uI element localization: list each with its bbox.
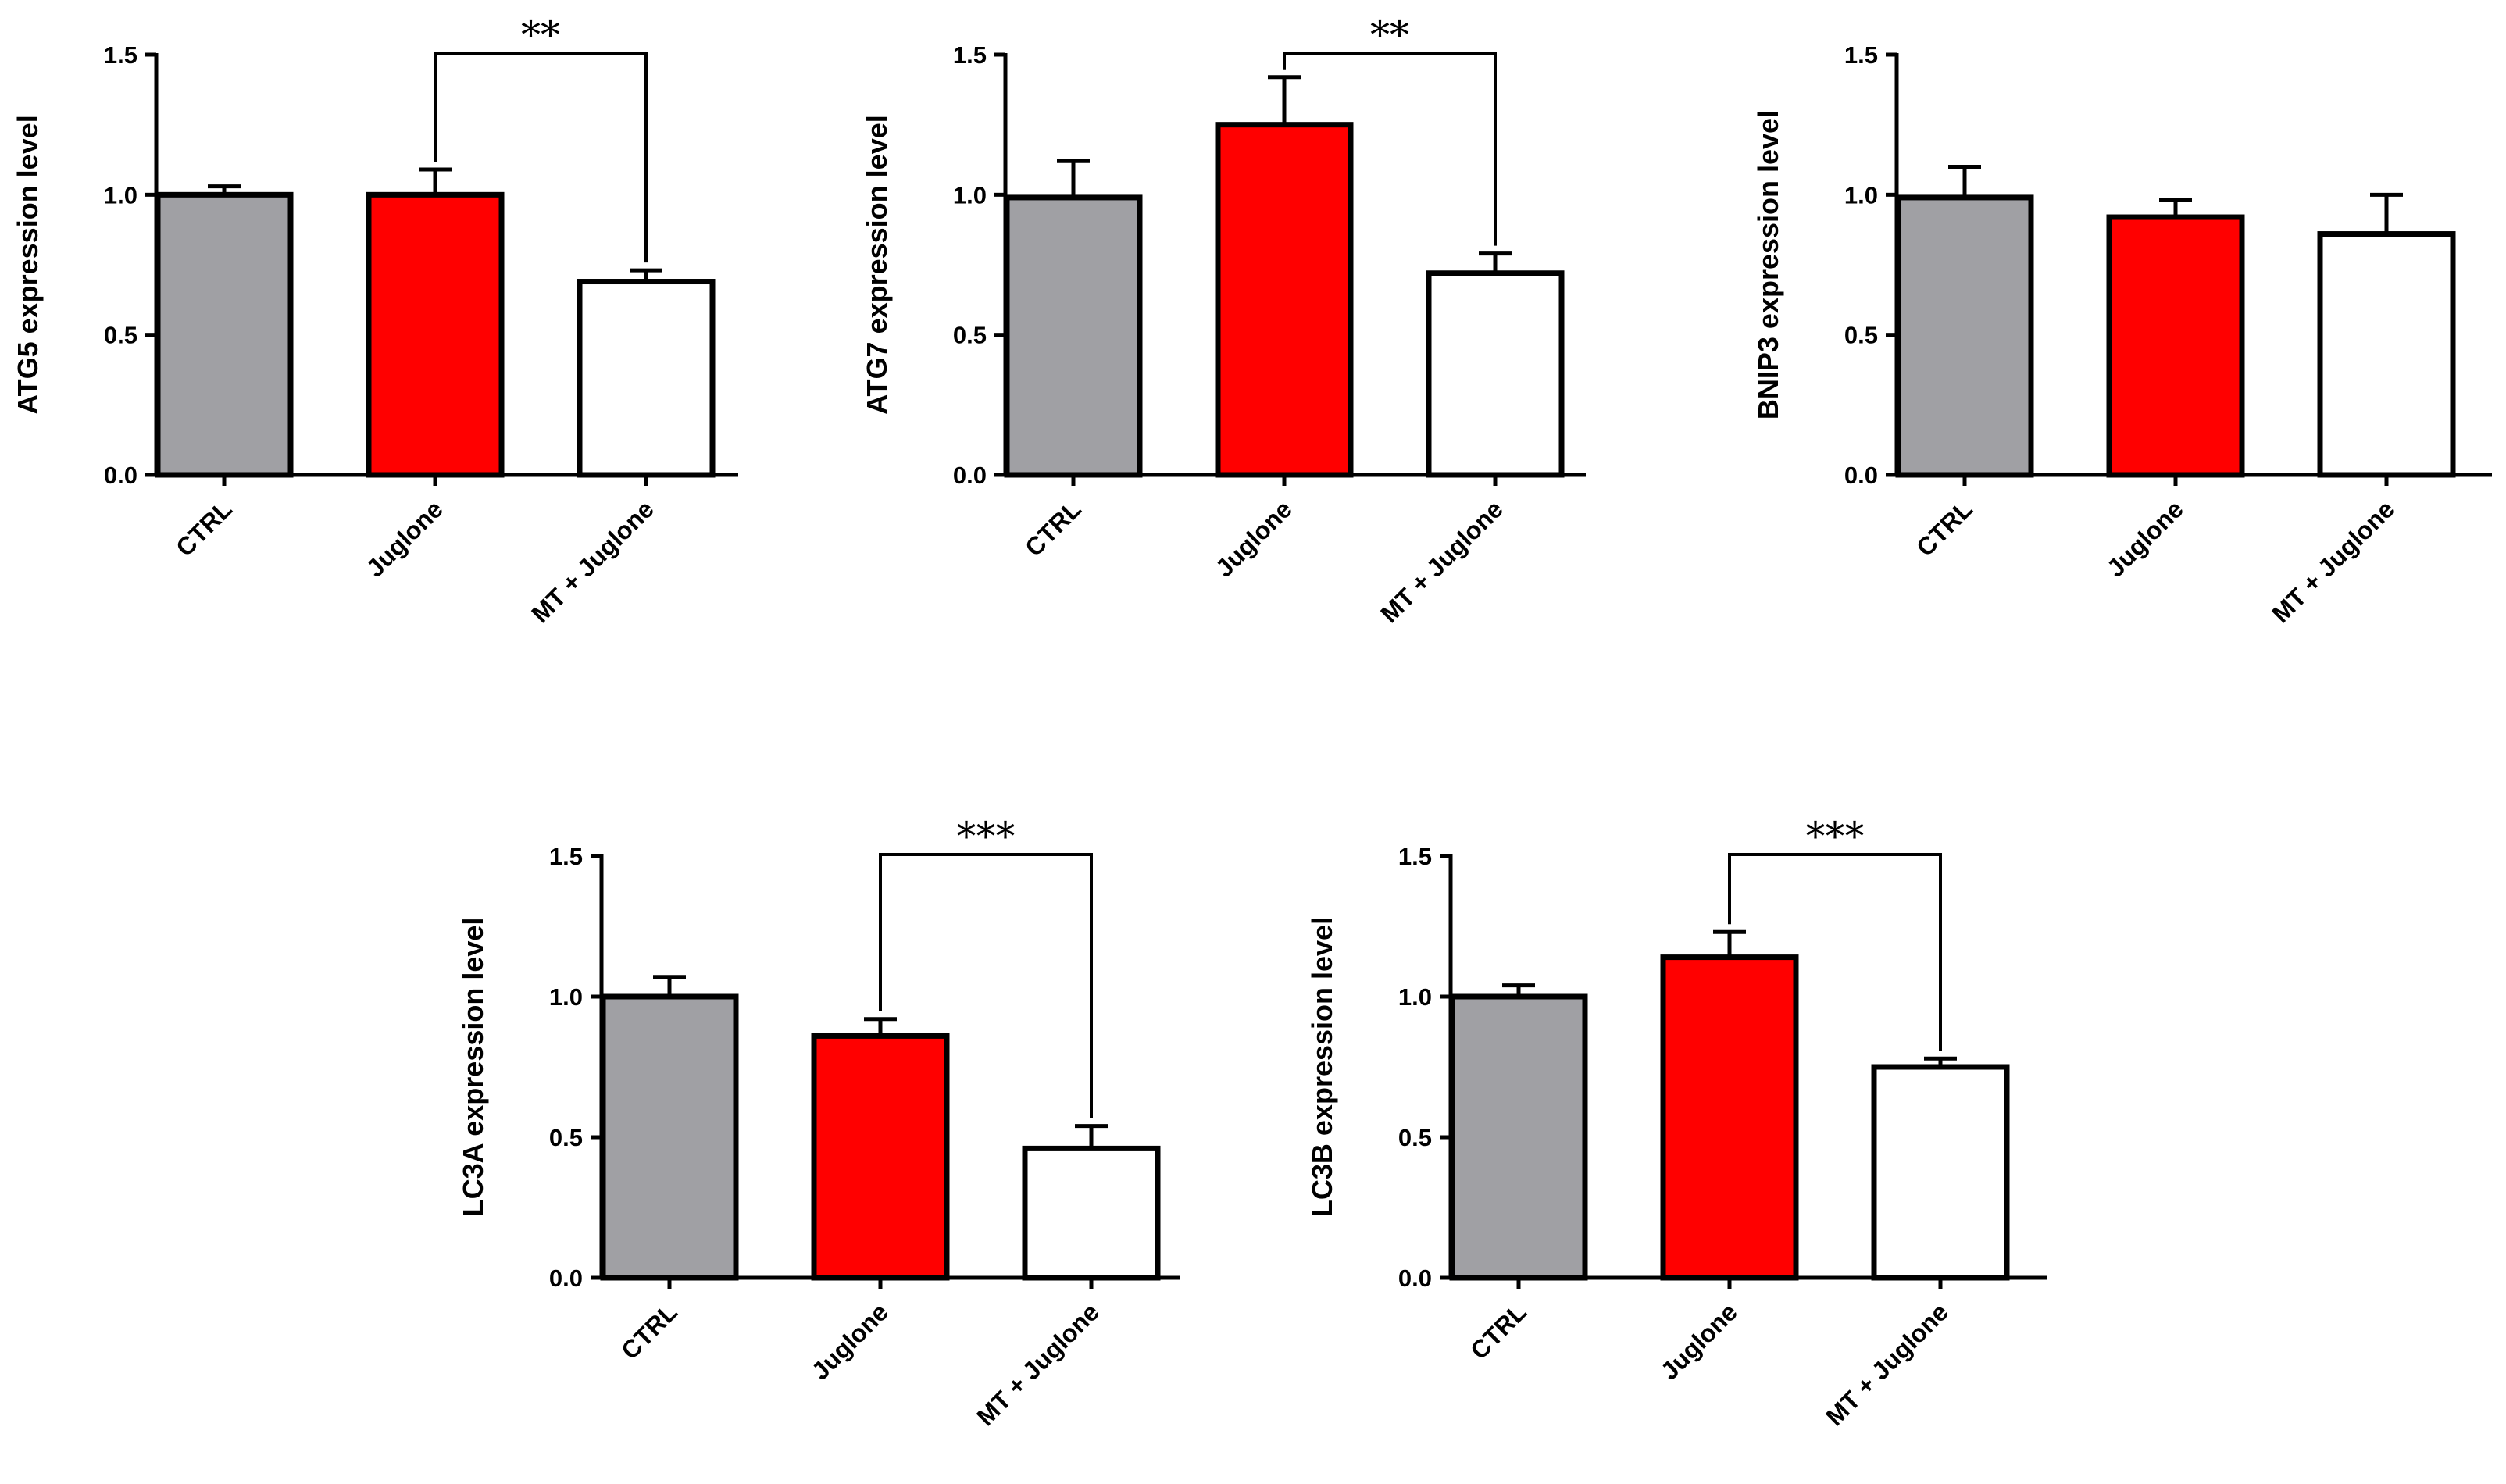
y-tick-label: 1.5 (953, 41, 987, 69)
bar-ctrl (155, 191, 294, 478)
y-tick-label: 1.5 (1398, 843, 1432, 870)
y-tick-label: 0.0 (549, 1265, 583, 1292)
chart-panel-lc3b: 0.0 0.5 1.0 1.5 LC3B expression level CTRL Jug… (1306, 814, 2047, 1431)
y-tick-label: 1.0 (104, 181, 137, 209)
category-label-juglone: Juglone (361, 494, 448, 582)
category-label-juglone: Juglone (1210, 494, 1298, 582)
y-tick-label: 1.0 (953, 181, 987, 209)
category-label-mt-juglone: MT + Juglone (1375, 494, 1508, 628)
category-label-mt-juglone: MT + Juglone (526, 494, 659, 628)
category-label-ctrl: CTRL (1019, 494, 1087, 562)
significance-bracket (434, 52, 648, 263)
y-tick-label: 1.0 (1398, 983, 1432, 1011)
y-tick-label: 0.0 (1844, 462, 1878, 489)
y-tick-label: 0.5 (549, 1124, 583, 1151)
chart-panel-lc3a: 0.0 0.5 1.0 1.5 LC3A expression level CTRL Jug… (457, 814, 1180, 1431)
y-tick-label: 1.5 (549, 843, 583, 870)
significance-label: ** (1370, 12, 1409, 58)
y-tick-label: 0.0 (104, 462, 137, 489)
y-tick-label: 1.5 (1844, 41, 1878, 69)
category-label-mt-juglone: MT + Juglone (1820, 1297, 1954, 1431)
significance-label: *** (957, 814, 1016, 859)
significance-bracket (1728, 853, 1942, 1051)
chart-panel-bnip3: 0.0 0.5 1.0 1.5 BNIP3 expression level CTRL Ju… (1752, 41, 2492, 628)
y-tick-label: 0.0 (1398, 1265, 1432, 1292)
bar-juglone (1215, 122, 1354, 478)
y-tick-label: 0.5 (104, 322, 137, 349)
bar-mt-juglone (1426, 270, 1565, 478)
chart-panel-atg5: 0.0 0.5 1.0 1.5 ATG5 expression level CTRL Jug… (12, 12, 738, 628)
y-tick-label: 1.0 (549, 983, 583, 1011)
bar-mt-juglone (1022, 1145, 1161, 1281)
y-axis-title: LC3A expression level (457, 918, 489, 1217)
y-tick-label: 0.0 (953, 462, 987, 489)
category-label-juglone: Juglone (1655, 1297, 1743, 1385)
category-label-ctrl: CTRL (616, 1297, 683, 1364)
category-label-mt-juglone: MT + Juglone (971, 1297, 1105, 1431)
bar-mt-juglone (1871, 1064, 2010, 1281)
y-axis-title: ATG7 expression level (861, 115, 893, 415)
bar-mt-juglone (577, 279, 716, 478)
bar-juglone (366, 191, 505, 478)
y-tick-label: 0.5 (1844, 322, 1878, 349)
significance-label: *** (1806, 814, 1865, 859)
bar-mt-juglone (2317, 231, 2456, 478)
bar-ctrl (1895, 194, 2034, 478)
bar-ctrl (1004, 194, 1143, 478)
bar-ctrl (1449, 993, 1588, 1281)
significance-bracket (879, 853, 1093, 1118)
category-label-ctrl: CTRL (1465, 1297, 1532, 1364)
chart-panel-atg7: 0.0 0.5 1.0 1.5 ATG7 expression level CTRL Jug… (861, 12, 1586, 628)
y-axis-title: BNIP3 expression level (1752, 110, 1784, 419)
category-label-mt-juglone: MT + Juglone (2266, 494, 2400, 628)
y-axis-title: ATG5 expression level (12, 115, 44, 415)
y-axis-title: LC3B expression level (1306, 917, 1338, 1217)
y-tick-label: 1.0 (1844, 181, 1878, 209)
bar-ctrl (600, 993, 739, 1281)
y-tick-label: 0.5 (1398, 1124, 1432, 1151)
category-label-juglone: Juglone (2101, 494, 2189, 582)
bar-juglone (1660, 954, 1799, 1281)
significance-bracket (1283, 52, 1497, 246)
significance-label: ** (521, 12, 560, 58)
y-tick-label: 0.5 (953, 322, 987, 349)
bar-juglone (811, 1033, 950, 1281)
category-label-ctrl: CTRL (170, 494, 237, 562)
y-tick-label: 1.5 (104, 41, 137, 69)
category-label-juglone: Juglone (806, 1297, 894, 1385)
bar-juglone (2106, 214, 2245, 478)
category-label-ctrl: CTRL (1911, 494, 1978, 562)
